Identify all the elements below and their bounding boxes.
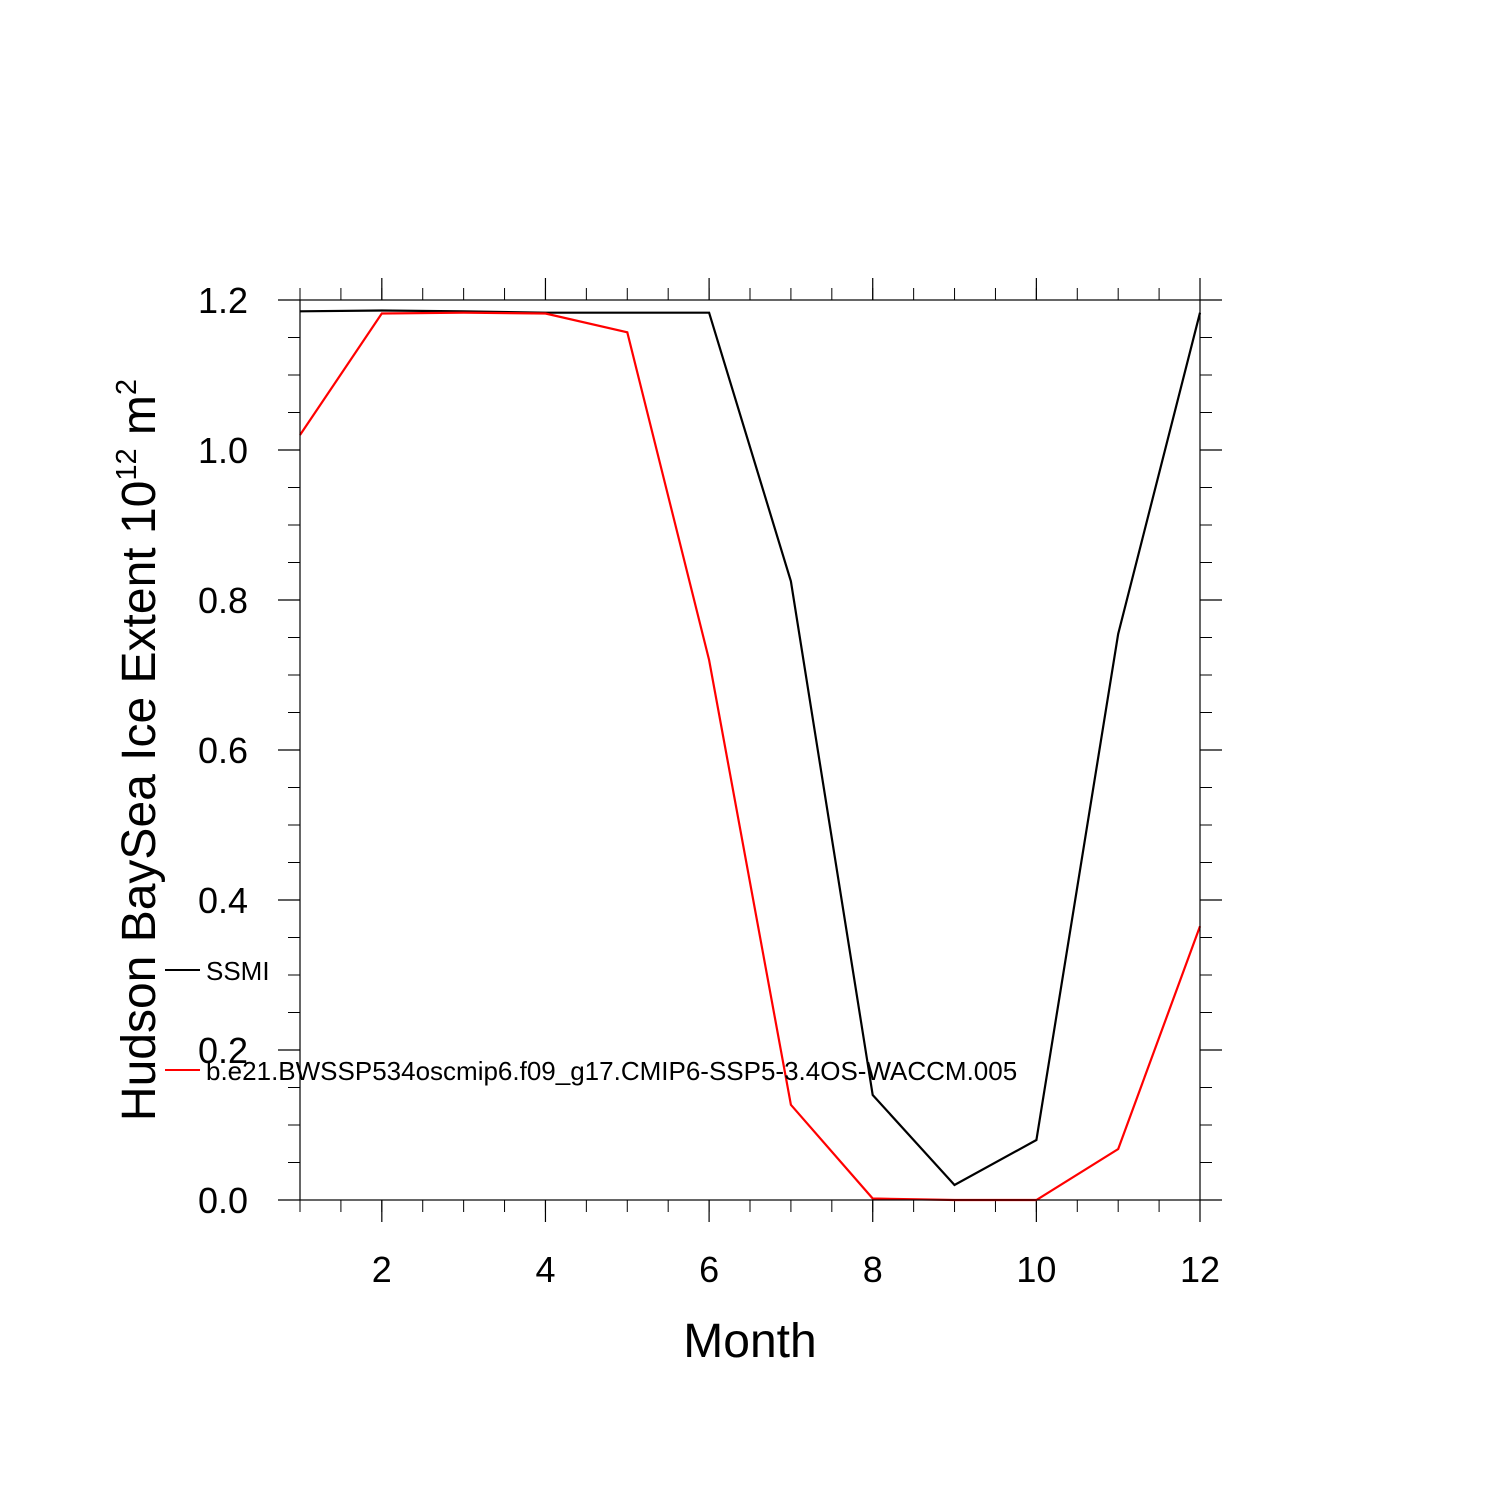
x-tick-label: 2: [372, 1249, 392, 1290]
major-ticks: [278, 278, 1222, 1222]
y-tick-label: 0.6: [198, 730, 248, 771]
y-axis-title-main: Hudson BaySea Ice Extent 10: [113, 481, 166, 1121]
legend-label-waccm: b.e21.BWSSP534oscmip6.f09_g17.CMIP6-SSP5…: [206, 1056, 1017, 1086]
x-tick-labels: 2 4 6 8 10 12: [372, 1249, 1220, 1290]
y-tick-labels: 0.0 0.2 0.4 0.6 0.8 1.0 1.2: [198, 280, 248, 1221]
y-axis-title: Hudson BaySea Ice Extent 1012 m2: [111, 379, 166, 1121]
x-tick-label: 6: [699, 1249, 719, 1290]
x-tick-label: 8: [863, 1249, 883, 1290]
series-layer: [299, 309, 1202, 1202]
legend-label-ssmi: SSMI: [206, 956, 270, 986]
y-tick-label: 1.0: [198, 430, 248, 471]
series-line-waccm: [299, 311, 1202, 1202]
x-tick-label: 12: [1180, 1249, 1220, 1290]
y-axis-title-exp1: 12: [111, 448, 143, 480]
y-axis-title-unit: m: [113, 395, 166, 448]
y-axis-title-exp2: 2: [111, 379, 143, 395]
y-tick-label: 0.4: [198, 880, 248, 921]
x-axis-title: Month: [683, 1315, 816, 1368]
y-tick-label: 1.2: [198, 280, 248, 321]
plot-frame: [299, 299, 1201, 1201]
x-tick-label: 4: [535, 1249, 555, 1290]
series-line-ssmi: [299, 309, 1202, 1187]
legend: SSMI b.e21.BWSSP534oscmip6.f09_g17.CMIP6…: [165, 956, 1017, 1086]
y-tick-label: 0.0: [198, 1180, 248, 1221]
y-tick-label: 0.2: [198, 1030, 248, 1071]
y-tick-label: 0.8: [198, 580, 248, 621]
x-tick-label: 10: [1016, 1249, 1056, 1290]
